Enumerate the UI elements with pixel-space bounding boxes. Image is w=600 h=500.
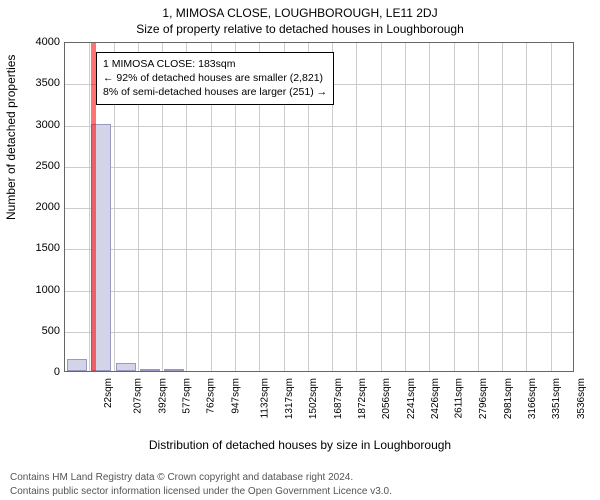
y-tick-label: 500 [20,326,60,337]
gridline-vertical [454,43,455,371]
x-tick-label: 1687sqm [333,378,344,419]
gridline-vertical [356,43,357,371]
gridline-horizontal [65,208,573,209]
x-tick-label: 2241sqm [406,378,417,419]
gridline-horizontal [65,291,573,292]
gridline-horizontal [65,332,573,333]
y-tick-label: 2500 [20,161,60,172]
y-tick-label: 0 [20,367,60,378]
gridline-horizontal [65,126,573,127]
footer-line2: Contains public sector information licen… [10,485,590,499]
gridline-vertical [429,43,430,371]
x-tick-label: 2426sqm [430,378,441,419]
footer-attribution: Contains HM Land Registry data © Crown c… [10,471,590,498]
y-tick-label: 1500 [20,243,60,254]
gridline-vertical [526,43,527,371]
y-tick-label: 3500 [20,78,60,89]
gridline-vertical [405,43,406,371]
x-tick-label: 1317sqm [284,378,295,419]
info-box-line1: 1 MIMOSA CLOSE: 183sqm [103,57,327,71]
info-box: 1 MIMOSA CLOSE: 183sqm ← 92% of detached… [96,52,334,105]
info-box-line2: ← 92% of detached houses are smaller (2,… [103,71,327,85]
y-tick-label: 1000 [20,285,60,296]
gridline-vertical [551,43,552,371]
x-tick-label: 3536sqm [576,378,587,419]
x-tick-label: 2611sqm [454,378,465,418]
x-tick-label: 762sqm [206,378,217,414]
x-tick-label: 1872sqm [357,378,368,419]
x-tick-label: 947sqm [230,378,241,414]
x-tick-label: 2056sqm [381,378,392,419]
gridline-horizontal [65,249,573,250]
x-tick-label: 392sqm [157,378,168,414]
info-box-line3: 8% of semi-detached houses are larger (2… [103,85,327,99]
gridline-vertical [89,43,90,371]
histogram-bar [67,359,87,371]
x-tick-label: 2796sqm [479,378,490,419]
histogram-bar [164,369,184,371]
y-tick-label: 4000 [20,37,60,48]
gridline-vertical [478,43,479,371]
y-tick-label: 3000 [20,120,60,131]
x-tick-label: 1502sqm [309,378,320,419]
histogram-bar [140,369,160,371]
gridline-vertical [502,43,503,371]
histogram-bar [116,363,136,371]
chart-title-main: 1, MIMOSA CLOSE, LOUGHBOROUGH, LE11 2DJ [0,6,600,20]
chart-title-sub: Size of property relative to detached ho… [0,22,600,36]
y-tick-label: 2000 [20,202,60,213]
gridline-horizontal [65,167,573,168]
x-axis-label: Distribution of detached houses by size … [0,438,600,452]
x-tick-label: 3351sqm [551,378,562,419]
x-tick-label: 3166sqm [527,378,538,419]
gridline-vertical [381,43,382,371]
x-tick-label: 577sqm [182,378,193,414]
x-tick-label: 1132sqm [259,378,270,418]
footer-line1: Contains HM Land Registry data © Crown c… [10,471,590,485]
x-tick-label: 207sqm [133,378,144,414]
y-axis-label: Number of detached properties [4,55,18,220]
x-tick-label: 2981sqm [503,378,514,419]
x-tick-label: 22sqm [103,378,114,408]
